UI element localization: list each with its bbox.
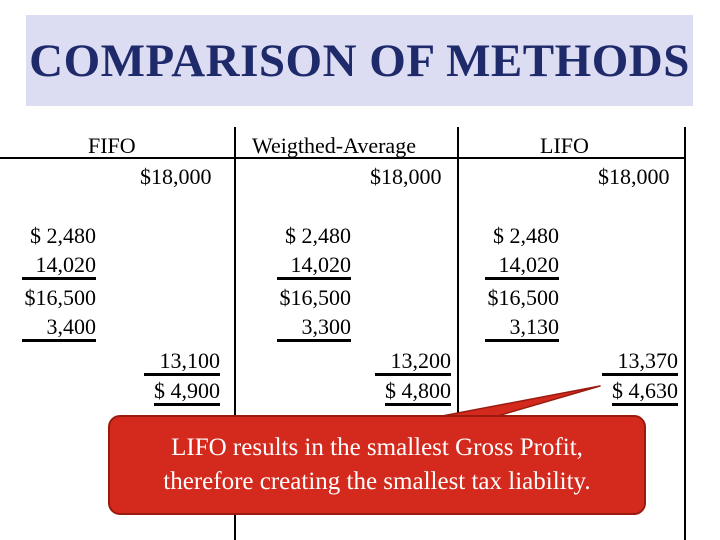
title-banner: COMPARISON OF METHODS — [26, 15, 693, 106]
fifo-divider — [234, 127, 236, 540]
fifo-goods-available: $16,500 — [24, 285, 97, 310]
fifo-ending-inventory: 3,400 — [22, 316, 96, 342]
fifo-sales: $18,000 — [140, 164, 212, 189]
fifo-cogs: 13,100 — [144, 350, 220, 376]
callout-box: LIFO results in the smallest Gross Profi… — [108, 415, 646, 515]
weighted-average-goods-available: $16,500 — [279, 285, 352, 310]
lifo-sales: $18,000 — [598, 164, 670, 189]
fifo-heading: FIFO — [88, 133, 136, 158]
lifo-divider — [684, 127, 686, 540]
weighted-average-sales: $18,000 — [370, 164, 442, 189]
fifo-purchases: 14,020 — [22, 254, 96, 280]
lifo-cogs: 13,370 — [602, 350, 678, 376]
weighted-average-heading: Weigthed-Average — [252, 133, 416, 158]
lifo-beginning-inventory: $ 2,480 — [493, 223, 559, 248]
fifo-gross-profit: $ 4,900 — [154, 380, 220, 406]
page-title: COMPARISON OF METHODS — [29, 34, 690, 87]
weighted-average-beginning-inventory: $ 2,480 — [285, 223, 351, 248]
t-account-top-rule — [0, 157, 686, 159]
fifo-beginning-inventory: $ 2,480 — [30, 223, 96, 248]
lifo-heading: LIFO — [540, 133, 589, 158]
lifo-gross-profit: $ 4,630 — [612, 380, 678, 406]
weighted-average-ending-inventory: 3,300 — [277, 316, 351, 342]
lifo-purchases: 14,020 — [485, 254, 559, 280]
lifo-goods-available: $16,500 — [487, 285, 560, 310]
weighted-average-divider — [457, 127, 459, 427]
callout-line-1: LIFO results in the smallest Gross Profi… — [171, 434, 583, 462]
weighted-average-purchases: 14,020 — [277, 254, 351, 280]
lifo-ending-inventory: 3,130 — [485, 316, 559, 342]
weighted-average-cogs: 13,200 — [375, 350, 451, 376]
weighted-average-gross-profit: $ 4,800 — [385, 380, 451, 406]
callout-line-2: therefore creating the smallest tax liab… — [163, 468, 591, 495]
